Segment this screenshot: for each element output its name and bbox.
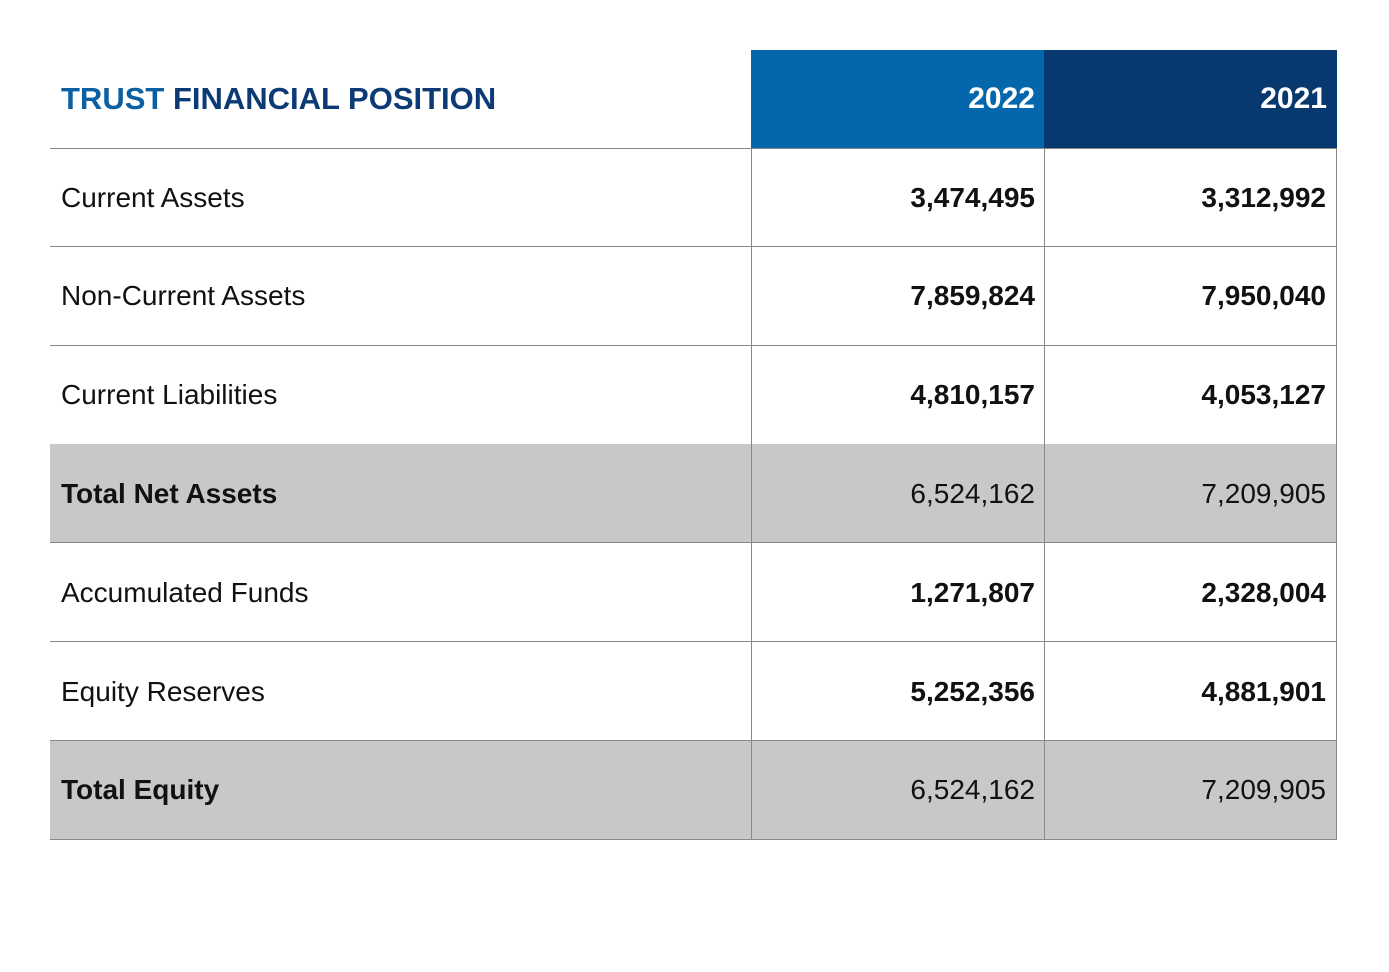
row-label: Non-Current Assets [61, 280, 306, 312]
row-label: Total Net Assets [61, 477, 278, 509]
row-background [50, 247, 1337, 346]
row-background [50, 346, 1337, 445]
column-header: 2021 [1044, 50, 1337, 148]
title-accent: TRUST [61, 81, 165, 116]
value-cell: 1,271,807 [751, 543, 1044, 643]
value-cell: 5,252,356 [751, 642, 1044, 741]
value-cell: 7,209,905 [1044, 444, 1337, 544]
row-label: Equity Reserves [61, 675, 265, 707]
value-cell: 7,859,824 [751, 246, 1044, 346]
row-background [50, 740, 1337, 840]
row-background [50, 642, 1337, 741]
value-cell: 6,524,162 [751, 740, 1044, 840]
row-background [50, 444, 1337, 544]
value-cell: 4,881,901 [1044, 642, 1337, 741]
table-title: TRUST FINANCIAL POSITION [50, 50, 751, 148]
value-cell: 3,474,495 [751, 148, 1044, 247]
title-rest: FINANCIAL POSITION [172, 81, 497, 116]
row-label: Accumulated Funds [61, 576, 309, 608]
row-background [50, 543, 1337, 643]
header-rule [50, 148, 1337, 149]
value-cell: 3,312,992 [1044, 148, 1337, 247]
column-header: 2022 [751, 50, 1044, 148]
value-cell: 7,950,040 [1044, 246, 1337, 346]
value-cell: 2,328,004 [1044, 543, 1337, 643]
row-label: Total Equity [61, 774, 220, 806]
row-background [50, 148, 1337, 247]
value-cell: 4,810,157 [751, 345, 1044, 445]
value-cell: 6,524,162 [751, 444, 1044, 544]
row-label: Current Liabilities [61, 379, 278, 411]
row-label: Current Assets [61, 181, 245, 213]
value-cell: 7,209,905 [1044, 740, 1337, 840]
value-cell: 4,053,127 [1044, 345, 1337, 445]
